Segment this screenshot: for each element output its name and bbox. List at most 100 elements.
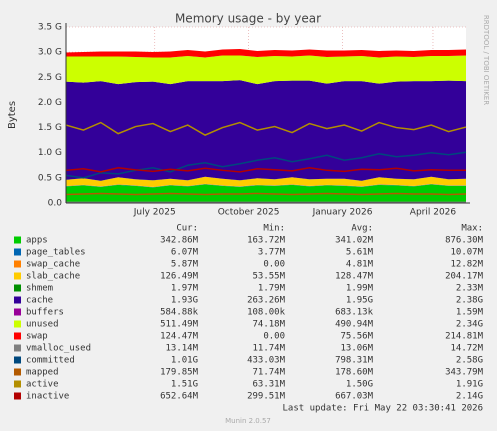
legend-stat: 74.18M [252,320,285,330]
legend-stat: 2.58G [456,356,483,366]
legend-swatch [14,284,21,292]
legend-swatch [14,236,21,244]
legend-header: Cur: [176,224,198,234]
x-tick-label: April 2026 [410,208,457,218]
legend-stat: 1.50G [346,380,373,390]
legend-stat: 71.74M [252,368,285,378]
legend-label: page_tables [26,248,86,258]
legend-stat: 1.93G [171,296,198,306]
y-tick-label: 2.5 G [38,73,62,83]
legend-stat: 683.13k [335,308,374,318]
legend-stat: 3.77M [258,248,286,258]
legend-header: Avg: [351,224,373,234]
legend-swatch [14,260,21,268]
legend-stat: 1.59M [456,308,484,318]
legend-stat: 12.82M [450,260,483,270]
legend-label: swap [26,332,48,342]
y-axis-label: Bytes [7,101,18,129]
legend-stat: 178.60M [335,368,374,378]
legend-swatch [14,296,21,304]
legend-label: active [26,380,59,390]
legend-stat: 1.79M [258,284,286,294]
legend-stat: 433.03M [247,356,286,366]
legend-label: inactive [26,392,69,402]
legend-swatch [14,332,21,340]
legend-stat: 0.00 [263,332,285,342]
legend-stat: 63.31M [252,380,285,390]
area [66,176,466,187]
legend-stat: 14.72M [450,344,483,354]
legend-stat: 342.86M [160,236,199,246]
legend-stat: 652.64M [160,392,199,402]
area [66,176,466,181]
y-tick-label: 2.0 G [38,98,62,108]
legend-label: vmalloc_used [26,344,91,354]
legend-stat: 2.33M [456,284,484,294]
legend-stat: 13.14M [165,344,198,354]
legend-swatch [14,344,21,352]
legend-stat: 490.94M [335,320,374,330]
legend-stat: 798.31M [335,356,374,366]
legend-label: apps [26,236,48,246]
y-tick-label: 0.5 G [38,173,62,183]
area [66,80,466,181]
legend-label: buffers [26,308,64,318]
line [65,121,467,136]
area [66,55,466,85]
legend-stat: 667.03M [335,392,374,402]
legend-label: committed [26,356,75,366]
legend-stat: 343.79M [445,368,484,378]
footer: Last update: Fri May 22 03:30:41 2026 [283,404,483,414]
y-tick-label: 3.0 G [38,48,62,58]
y-tick-label: 0.0 [48,199,63,209]
legend-stat: 11.74M [252,344,285,354]
legend-stat: 2.34G [456,320,483,330]
legend-label: slab_cache [26,272,80,282]
legend-stat: 179.85M [160,368,199,378]
line [65,151,467,179]
legend-stat: 1.99M [346,284,374,294]
legend-stat: 214.81M [445,332,484,342]
area [66,48,466,58]
legend-stat: 263.26M [247,296,286,306]
legend-header: Min: [263,224,285,234]
legend-stat: 2.14G [456,392,483,402]
legend-stat: 2.38G [456,296,483,306]
legend-stat: 876.30M [445,236,484,246]
legend-stat: 4.81M [346,260,374,270]
y-tick-label: 1.0 G [38,148,62,158]
y-tick-label: 1.5 G [38,123,62,133]
legend-stat: 511.49M [160,320,199,330]
legend-stat: 163.72M [247,236,286,246]
legend-swatch [14,272,21,280]
legend-stat: 299.51M [247,392,286,402]
legend-stat: 1.51G [171,380,198,390]
legend-stat: 75.56M [340,332,373,342]
legend-swatch [14,308,21,316]
legend-swatch [14,392,21,400]
legend-stat: 13.06M [340,344,373,354]
legend-stat: 1.97M [171,284,199,294]
line [65,192,467,196]
legend-label: shmem [26,284,53,294]
legend-stat: 1.01G [171,356,198,366]
legend-swatch [14,380,21,388]
legend-stat: 126.49M [160,272,199,282]
legend-stat: 53.55M [252,272,285,282]
legend-stat: 6.07M [171,248,199,258]
legend-stat: 10.07M [450,248,483,258]
legend-header: Max: [461,224,483,234]
legend-label: swap_cache [26,260,80,270]
legend-stat: 5.87M [171,260,199,270]
legend-stat: 108.00k [247,308,286,318]
legend-swatch [14,368,21,376]
legend-stat: 584.88k [160,308,199,318]
x-tick-label: October 2025 [218,208,280,218]
legend-stat: 1.95G [346,296,373,306]
legend-stat: 128.47M [335,272,374,282]
legend-label: unused [26,320,59,330]
legend-swatch [14,356,21,364]
legend-stat: 5.61M [346,248,374,258]
legend-label: mapped [26,368,59,378]
